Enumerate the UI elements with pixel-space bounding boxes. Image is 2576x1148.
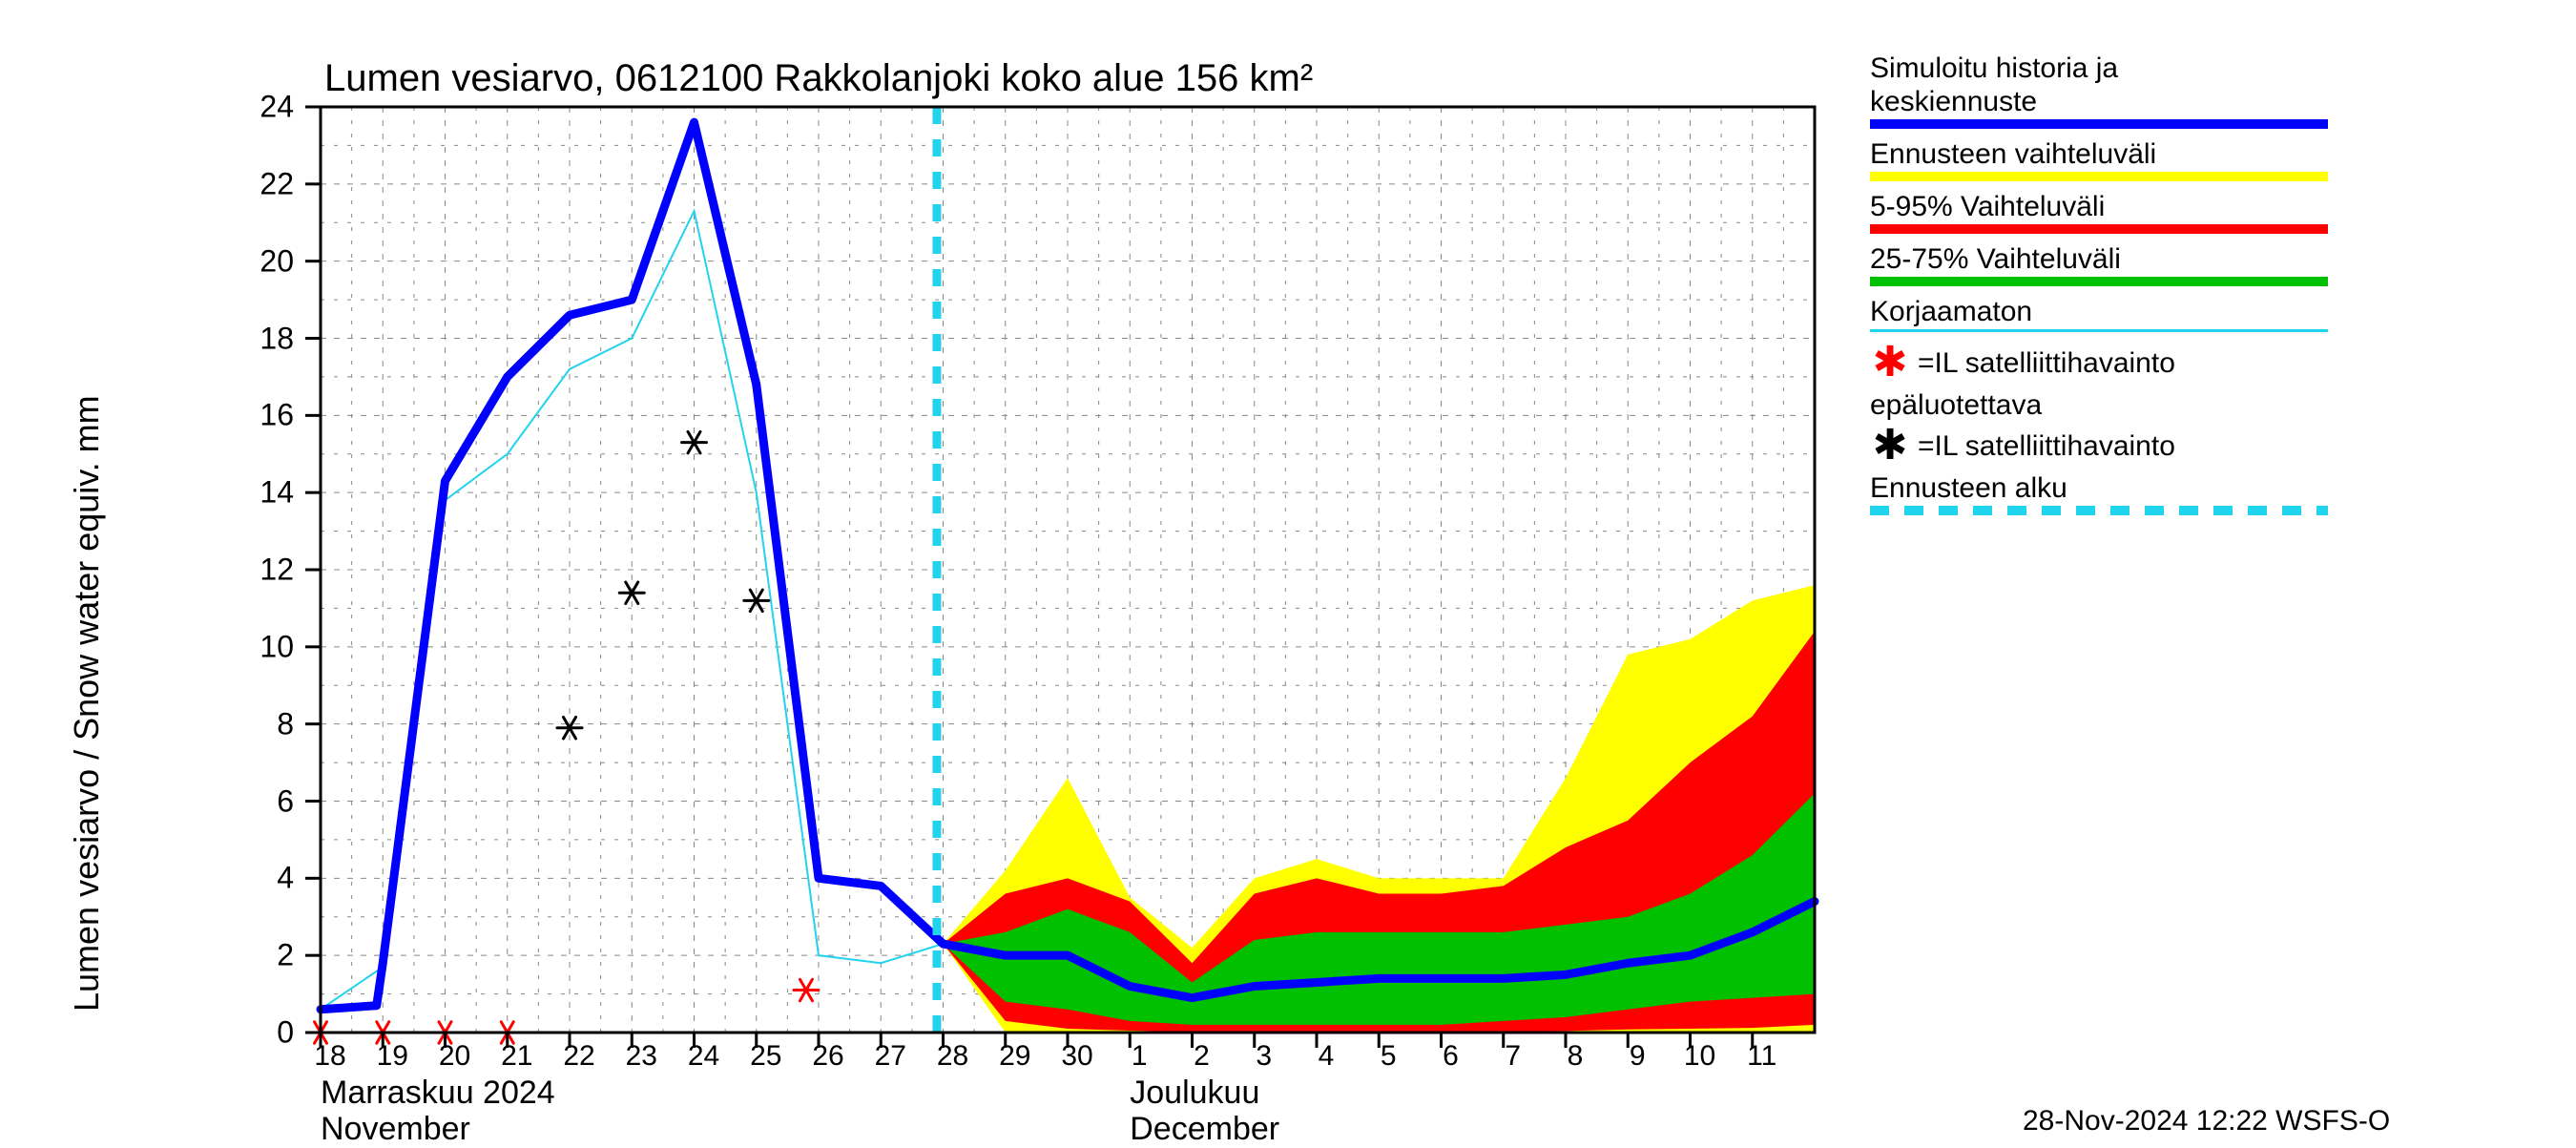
x-tick: 27 bbox=[875, 1040, 906, 1073]
legend-label: Simuloitu historia ja bbox=[1870, 52, 2366, 84]
legend: Simuloitu historia jakeskiennuste Ennuste… bbox=[1870, 52, 2366, 525]
legend-entry: 5-95% Vaihteluväli bbox=[1870, 191, 2366, 234]
x-tick: 6 bbox=[1443, 1040, 1459, 1073]
legend-label: epäluotettava bbox=[1870, 389, 2366, 421]
legend-entry: Korjaamaton bbox=[1870, 296, 2366, 332]
legend-label: Ennusteen vaihteluväli bbox=[1870, 138, 2366, 170]
x-tick: 11 bbox=[1747, 1040, 1776, 1073]
legend-line-swatch bbox=[1870, 277, 2328, 286]
x-tick: 9 bbox=[1630, 1040, 1646, 1073]
x-tick: 10 bbox=[1684, 1040, 1715, 1073]
legend-label: keskiennuste bbox=[1870, 86, 2366, 117]
legend-dashed-swatch bbox=[1870, 506, 2328, 515]
x-tick: 29 bbox=[999, 1040, 1030, 1073]
chart-title: Lumen vesiarvo, 0612100 Rakkolanjoki kok… bbox=[324, 57, 1313, 100]
y-axis-label: Lumen vesiarvo / Snow water equiv. mm bbox=[67, 395, 107, 1012]
legend-entry: Ennusteen alku bbox=[1870, 472, 2366, 515]
y-tick: 10 bbox=[260, 629, 303, 664]
month-label-fi: Joulukuu bbox=[1130, 1075, 1259, 1112]
x-tick: 28 bbox=[937, 1040, 968, 1073]
legend-entry: ✱=IL satelliittihavainto epäluotettava bbox=[1870, 342, 2366, 421]
month-label-en: December bbox=[1130, 1111, 1279, 1148]
x-tick: 2 bbox=[1194, 1040, 1210, 1073]
x-tick: 24 bbox=[688, 1040, 719, 1073]
legend-symbol-icon: ✱ bbox=[1870, 425, 1910, 467]
page-root: Lumen vesiarvo, 0612100 Rakkolanjoki kok… bbox=[0, 0, 2576, 1145]
legend-label: =IL satelliittihavainto bbox=[1918, 347, 2175, 379]
legend-sym-row: ✱=IL satelliittihavainto bbox=[1870, 425, 2366, 467]
month-label-en: November bbox=[321, 1111, 470, 1148]
legend-line-swatch bbox=[1870, 119, 2328, 129]
legend-entry: ✱=IL satelliittihavainto bbox=[1870, 425, 2366, 467]
legend-symbol-icon: ✱ bbox=[1870, 342, 1910, 384]
y-tick: 0 bbox=[277, 1015, 303, 1051]
chart-wrap: Lumen vesiarvo, 0612100 Rakkolanjoki kok… bbox=[0, 0, 2576, 1145]
x-tick: 1 bbox=[1132, 1040, 1148, 1073]
y-tick: 14 bbox=[260, 475, 303, 511]
x-tick: 5 bbox=[1381, 1040, 1397, 1073]
legend-label: 5-95% Vaihteluväli bbox=[1870, 191, 2366, 222]
legend-entry: 25-75% Vaihteluväli bbox=[1870, 243, 2366, 286]
x-tick: 26 bbox=[812, 1040, 843, 1073]
legend-line-swatch bbox=[1870, 224, 2328, 234]
x-tick: 19 bbox=[377, 1040, 408, 1073]
legend-entry: Ennusteen vaihteluväli bbox=[1870, 138, 2366, 181]
x-tick: 21 bbox=[501, 1040, 532, 1073]
y-tick: 6 bbox=[277, 783, 303, 819]
y-tick: 24 bbox=[260, 90, 303, 125]
y-tick: 20 bbox=[260, 243, 303, 279]
x-tick: 18 bbox=[314, 1040, 345, 1073]
y-tick: 18 bbox=[260, 321, 303, 356]
legend-label: 25-75% Vaihteluväli bbox=[1870, 243, 2366, 275]
x-tick: 22 bbox=[563, 1040, 594, 1073]
y-tick: 4 bbox=[277, 861, 303, 896]
x-tick: 23 bbox=[626, 1040, 657, 1073]
legend-label: =IL satelliittihavainto bbox=[1918, 430, 2175, 462]
legend-label: Ennusteen alku bbox=[1870, 472, 2366, 504]
y-tick: 8 bbox=[277, 706, 303, 741]
timestamp: 28-Nov-2024 12:22 WSFS-O bbox=[2023, 1105, 2390, 1138]
x-tick: 7 bbox=[1505, 1040, 1521, 1073]
y-tick: 2 bbox=[277, 938, 303, 973]
legend-line-swatch bbox=[1870, 172, 2328, 181]
legend-line-swatch bbox=[1870, 329, 2328, 332]
x-tick: 8 bbox=[1568, 1040, 1584, 1073]
x-tick: 30 bbox=[1061, 1040, 1092, 1073]
y-tick: 22 bbox=[260, 166, 303, 201]
x-tick: 3 bbox=[1256, 1040, 1272, 1073]
legend-sym-row: ✱=IL satelliittihavainto bbox=[1870, 342, 2366, 384]
y-tick: 12 bbox=[260, 553, 303, 588]
y-tick: 16 bbox=[260, 398, 303, 433]
month-label-fi: Marraskuu 2024 bbox=[321, 1075, 555, 1112]
legend-label: Korjaamaton bbox=[1870, 296, 2366, 327]
x-tick: 25 bbox=[750, 1040, 781, 1073]
x-tick: 20 bbox=[439, 1040, 470, 1073]
x-tick: 4 bbox=[1319, 1040, 1335, 1073]
legend-entry: Simuloitu historia jakeskiennuste bbox=[1870, 52, 2366, 129]
